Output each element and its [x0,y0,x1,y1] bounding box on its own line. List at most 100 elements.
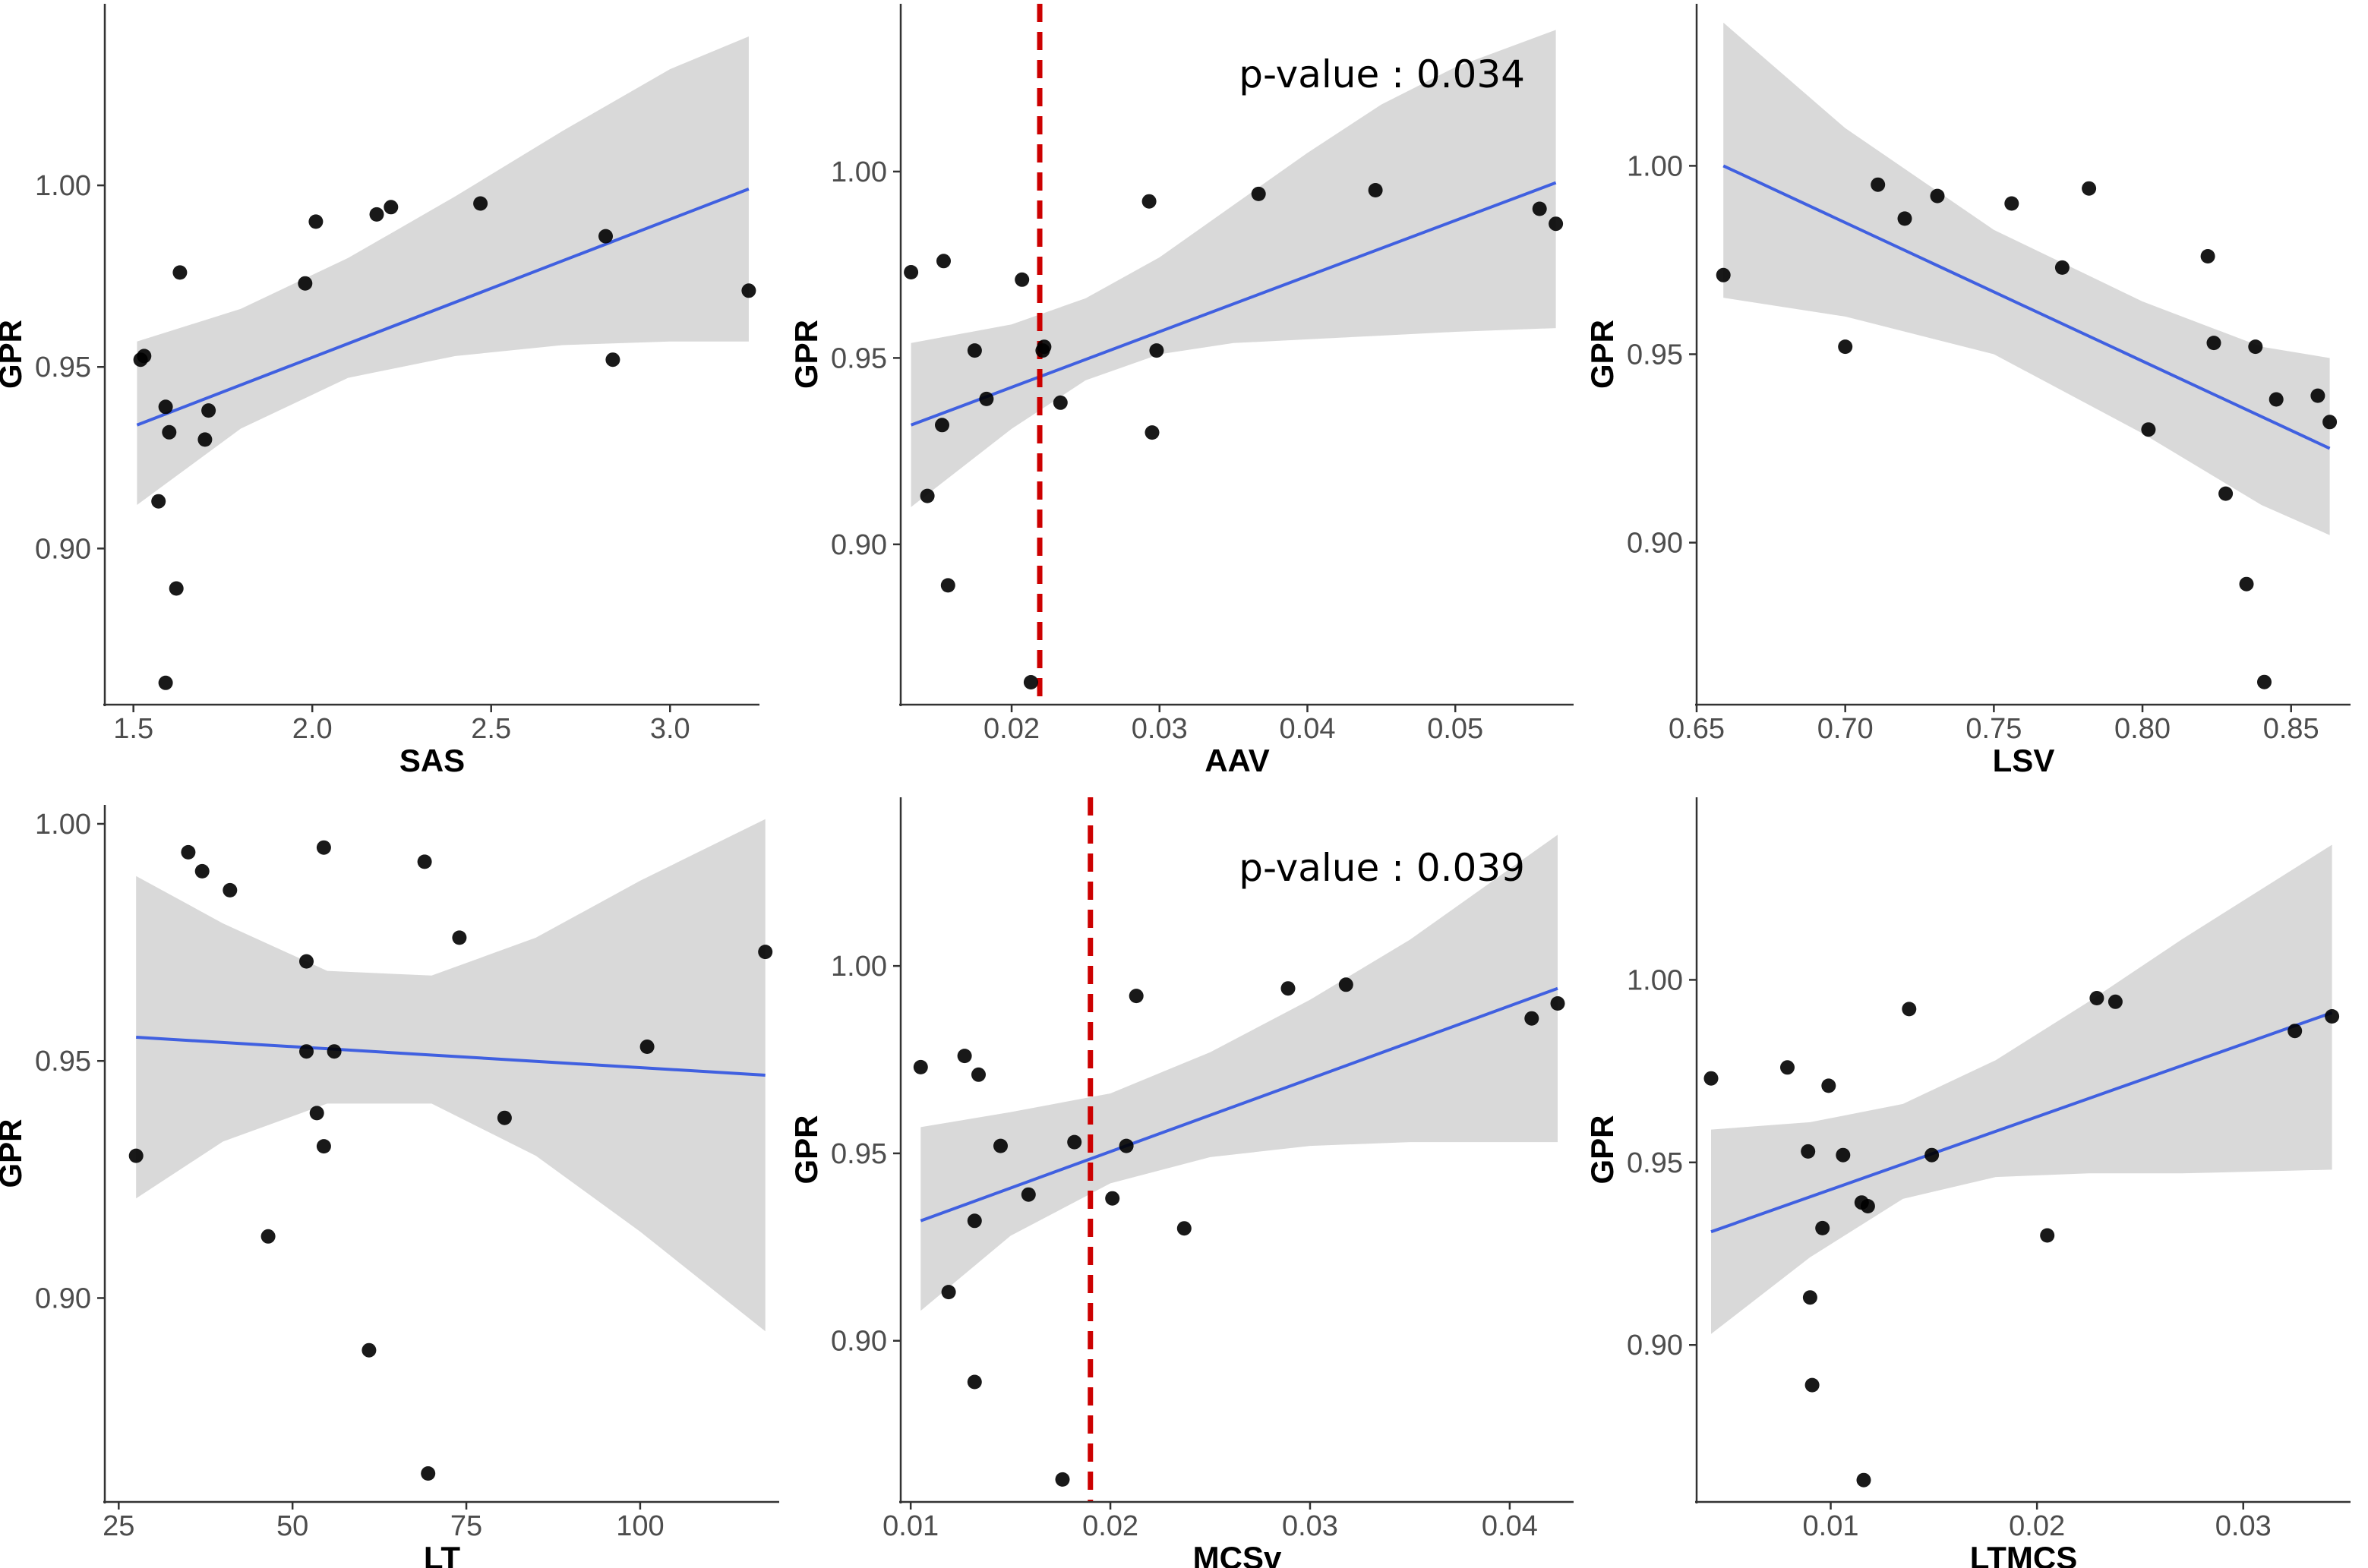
data-point [162,424,177,440]
y-axis-title: GPR [1584,1115,1620,1184]
x-tick-label: 0.85 [2263,713,2319,745]
x-axis-title: LT [424,1540,461,1568]
data-point [369,207,384,222]
y-axis-title: GPR [788,320,824,389]
data-point [1815,1220,1830,1235]
data-point [2200,249,2215,263]
data-point [1550,996,1565,1011]
data-point [473,196,488,211]
data-point [1801,1144,1816,1159]
data-point [2257,674,2272,689]
data-point [2310,388,2325,403]
data-point [1280,981,1296,996]
data-point [1145,425,1160,440]
data-point [1368,183,1383,197]
y-tick-label: 0.95 [1627,339,1683,371]
x-tick-label: 1.5 [113,713,153,745]
y-tick-label: 1.00 [831,951,887,983]
data-point [421,1466,436,1481]
y-tick-label: 1.00 [35,170,91,202]
data-point [2325,1009,2340,1024]
data-point [298,276,313,291]
data-point [967,343,982,358]
y-tick-label: 0.90 [1627,1330,1683,1361]
data-point [920,488,935,503]
data-point [1804,1377,1820,1393]
y-axis-title: GPR [0,1118,28,1188]
data-point [151,494,166,509]
data-point [452,930,467,945]
data-point [935,418,949,433]
data-point [1119,1138,1134,1153]
data-point [1021,1187,1036,1202]
data-point [913,1059,928,1074]
data-point [169,581,184,596]
data-point [1129,989,1144,1004]
regression-line [1722,164,2331,450]
x-axis-title: MCSv [1193,1540,1282,1568]
data-point [137,349,152,364]
chart-panel-5: 0.01 0.02 0.03 0.04 0.90 0.95 1.00 MCSv GPR p-val… [788,797,1574,1568]
x-tick-label: 25 [103,1510,134,1542]
y-axis-title: GPR [0,320,28,389]
data-point [1176,1221,1192,1236]
data-point [2004,196,2019,211]
x-tick-label: 0.65 [1669,713,1725,745]
data-point [223,882,238,898]
data-point [605,352,620,368]
chart-panel-1: 1.5 2.0 2.5 3.0 0.90 0.95 1.00 SAS GPR [0,4,759,778]
data-point [1105,1191,1120,1206]
x-axis-title: SAS [399,743,465,778]
chart-panel-4: 25 50 75 100 0.90 0.95 1.00 LT GPR [0,805,779,1568]
data-point [362,1342,377,1358]
data-point [957,1049,972,1064]
x-tick-label: 2.5 [471,713,511,745]
confidence-band [1723,22,2330,535]
data-point [417,854,432,869]
data-point [2269,392,2284,407]
x-tick-label: 3.0 [650,713,690,745]
data-point [598,229,613,244]
data-point [1338,977,1353,992]
data-point [1055,1472,1070,1487]
data-point [1015,272,1030,287]
data-point [1836,1147,1851,1163]
y-tick-label: 1.00 [1627,964,1683,996]
x-tick-label: 100 [616,1510,664,1542]
x-tick-label: 0.80 [2114,713,2171,745]
y-tick-label: 0.95 [35,1046,91,1077]
x-tick-label: 0.02 [2009,1510,2065,1542]
data-point [1902,1002,1917,1017]
data-point [158,675,173,690]
y-tick-label: 0.90 [35,1282,91,1314]
data-point [194,863,210,879]
data-point [384,200,399,215]
data-point [1716,267,1731,282]
data-point [2040,1228,2055,1243]
chart-panel-6: 0.01 0.02 0.03 0.90 0.95 1.00 LTMCS GPR [1584,797,2351,1568]
data-point [2141,422,2156,437]
x-tick-label: 0.01 [882,1510,939,1542]
regression-line [910,181,1557,427]
data-point [979,391,994,406]
data-point [741,283,756,298]
data-point [316,1139,331,1154]
y-tick-label: 0.90 [831,529,887,561]
data-point [1067,1134,1082,1150]
x-tick-label: 0.03 [1132,713,1188,745]
data-point [1930,188,1945,203]
x-axis-title: LSV [1993,743,2055,778]
data-point [309,1106,324,1121]
data-point [181,844,196,860]
confidence-band [1711,844,2332,1334]
data-point [1251,186,1266,201]
data-point [941,1285,956,1300]
data-point [158,399,173,415]
y-tick-label: 1.00 [35,809,91,841]
data-point [1037,339,1052,355]
data-point [1821,1078,1836,1093]
x-tick-label: 0.02 [984,713,1040,745]
confidence-band [136,819,766,1332]
data-point [971,1067,986,1082]
data-point [2082,181,2097,196]
